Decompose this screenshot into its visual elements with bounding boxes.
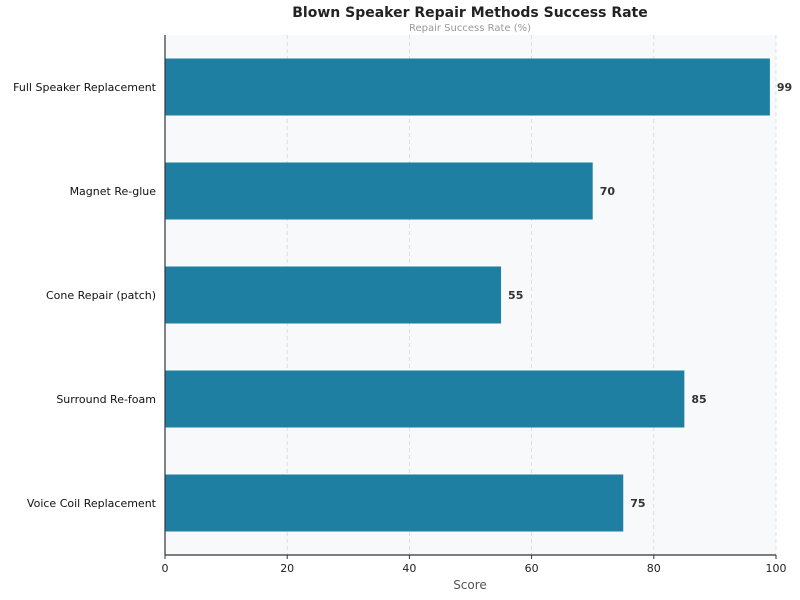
data-label: 85: [691, 393, 706, 406]
bar: [165, 162, 593, 220]
bar: [165, 266, 502, 324]
y-tick-label: Voice Coil Replacement: [27, 497, 157, 510]
y-tick-label: Surround Re-foam: [56, 393, 156, 406]
bar: [165, 474, 624, 532]
bar: [165, 370, 685, 428]
y-tick-label: Magnet Re-glue: [70, 185, 157, 198]
x-tick-label: 60: [525, 562, 539, 575]
data-label: 70: [600, 185, 616, 198]
x-tick-label: 80: [647, 562, 661, 575]
x-tick-label: 100: [766, 562, 787, 575]
chart-subtitle: Repair Success Rate (%): [409, 23, 531, 34]
x-tick-label: 40: [402, 562, 416, 575]
data-label: 99: [777, 81, 792, 94]
bar: [165, 58, 770, 116]
x-tick-label: 20: [280, 562, 294, 575]
y-tick-label: Cone Repair (patch): [46, 289, 156, 302]
x-tick-label: 0: [162, 562, 169, 575]
x-axis-label: Score: [453, 578, 487, 592]
data-label: 75: [630, 497, 645, 510]
data-label: 55: [508, 289, 523, 302]
y-tick-label: Full Speaker Replacement: [13, 81, 157, 94]
chart-title: Blown Speaker Repair Methods Success Rat…: [292, 5, 647, 21]
